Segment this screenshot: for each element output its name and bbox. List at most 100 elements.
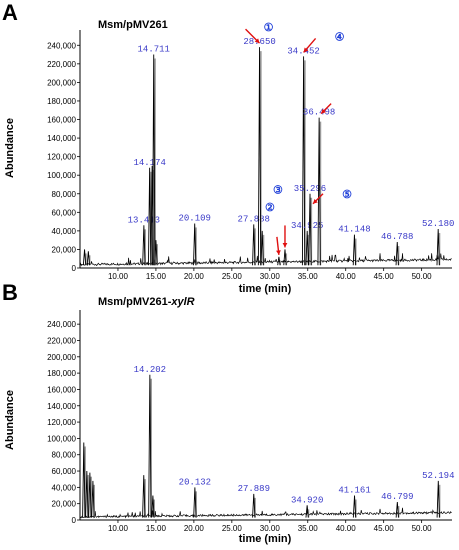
x-tick-label: 45.00 bbox=[374, 272, 395, 281]
x-tick-label: 15.00 bbox=[146, 272, 167, 281]
y-tick-label: 60,000 bbox=[52, 467, 77, 476]
x-tick-label: 25.00 bbox=[222, 524, 243, 533]
annotation-number: ④ bbox=[335, 31, 345, 43]
annotation-number: ② bbox=[265, 202, 275, 214]
y-tick-label: 140,000 bbox=[47, 402, 76, 411]
arrow-head bbox=[254, 38, 260, 44]
y-tick-label: 0 bbox=[72, 516, 77, 525]
y-tick-label: 120,000 bbox=[47, 153, 76, 162]
peak-label: 27.889 bbox=[238, 484, 270, 494]
x-tick-labels: 10.00 15.00 20.00 25.00 30.00 35.00 40.0… bbox=[108, 524, 432, 533]
x-tick-label: 15.00 bbox=[146, 524, 167, 533]
x-tick-label: 30.00 bbox=[260, 272, 281, 281]
peak-label: 14.711 bbox=[138, 45, 170, 55]
y-tick-label: 200,000 bbox=[47, 353, 76, 362]
peak-label: 34.920 bbox=[291, 495, 323, 505]
x-axis-label: time (min) bbox=[239, 533, 292, 545]
peak-mark bbox=[305, 505, 309, 518]
peak-label: 14.174 bbox=[133, 158, 165, 168]
x-tick-label: 20.00 bbox=[184, 272, 205, 281]
y-tick-labels: 0 20,000 40,000 60,000 80,000 100,000 12… bbox=[47, 320, 76, 525]
peak-mark bbox=[148, 374, 152, 518]
peak-label: 34.925 bbox=[291, 221, 323, 231]
peak-mark bbox=[82, 249, 87, 266]
peak-label: 41.161 bbox=[338, 486, 370, 496]
peak-label: 36.498 bbox=[303, 108, 335, 118]
y-tick-label: 100,000 bbox=[47, 434, 76, 443]
peak-mark bbox=[352, 495, 357, 518]
peak-mark bbox=[317, 117, 321, 266]
y-axis-label: Abundance bbox=[4, 390, 16, 450]
peak-label: 28.650 bbox=[243, 37, 275, 47]
baseline-trace bbox=[79, 253, 452, 267]
peak-mark bbox=[257, 47, 262, 266]
peak-label: 35.296 bbox=[294, 184, 326, 194]
panel-title: Msm/pMV261-xylR bbox=[98, 296, 195, 308]
y-tick-label: 80,000 bbox=[52, 451, 77, 460]
peak-label: 52.180 bbox=[422, 219, 454, 229]
y-tick-label: 40,000 bbox=[52, 483, 77, 492]
x-tick-label: 10.00 bbox=[108, 272, 129, 281]
y-tick-label: 40,000 bbox=[52, 227, 77, 236]
peak-mark bbox=[301, 56, 306, 266]
peak-mark bbox=[147, 167, 152, 266]
peak-mark bbox=[154, 240, 158, 266]
y-tick-label: 160,000 bbox=[47, 116, 76, 125]
peak-label: 46.799 bbox=[381, 492, 413, 502]
x-tick-label: 35.00 bbox=[298, 524, 319, 533]
y-tick-label: 60,000 bbox=[52, 208, 77, 217]
peak-label: 20.109 bbox=[179, 213, 211, 223]
x-tick-label: 40.00 bbox=[336, 272, 357, 281]
x-tick-label: 50.00 bbox=[412, 272, 433, 281]
y-tick-label: 20,000 bbox=[52, 245, 77, 254]
baseline-trace bbox=[79, 507, 452, 519]
peak-mark bbox=[436, 229, 440, 266]
peak-mark bbox=[395, 241, 399, 266]
peak-mark bbox=[252, 493, 256, 518]
peak-label: 14.202 bbox=[134, 365, 166, 375]
panel-a: A Msm/pMV261 Abundance time (min) 0 20,0… bbox=[2, 0, 454, 295]
y-axis-label: Abundance bbox=[4, 118, 16, 178]
peak-label: 46.788 bbox=[381, 232, 413, 242]
y-tick-label: 220,000 bbox=[47, 336, 76, 345]
peak-mark bbox=[305, 230, 309, 266]
annotation-number: ⑤ bbox=[342, 189, 352, 201]
y-tick-labels: 0 20,000 40,000 60,000 80,000 100,000 12… bbox=[47, 41, 76, 273]
x-tick-label: 25.00 bbox=[222, 272, 243, 281]
peak-mark bbox=[85, 471, 89, 518]
panel-b: B Msm/pMV261-xylR Abundance time (min) 0… bbox=[2, 280, 454, 545]
peak-mark bbox=[436, 480, 440, 518]
y-tick-label: 20,000 bbox=[52, 500, 77, 509]
peak-mark bbox=[352, 234, 357, 266]
x-tick-label: 30.00 bbox=[260, 524, 281, 533]
peak-mark bbox=[142, 225, 146, 266]
y-tick-label: 200,000 bbox=[47, 78, 76, 87]
peak-mark bbox=[252, 224, 256, 266]
peak-mark bbox=[86, 251, 90, 266]
peak-mark bbox=[260, 230, 264, 266]
panel-title: Msm/pMV261 bbox=[98, 19, 168, 31]
y-tick-label: 240,000 bbox=[47, 41, 76, 50]
peak-mark bbox=[308, 193, 312, 266]
annotation-number: ③ bbox=[273, 184, 283, 196]
arrow-head bbox=[282, 243, 288, 248]
peak-mark bbox=[152, 54, 156, 266]
peak-mark bbox=[193, 223, 197, 266]
x-tick-label: 10.00 bbox=[108, 524, 129, 533]
x-tick-label: 45.00 bbox=[374, 524, 395, 533]
y-tick-label: 160,000 bbox=[47, 385, 76, 394]
arrow-head bbox=[313, 198, 318, 204]
peak-mark bbox=[193, 487, 197, 518]
y-tick-label: 100,000 bbox=[47, 171, 76, 180]
y-tick-label: 140,000 bbox=[47, 134, 76, 143]
panel-letter: B bbox=[2, 280, 18, 305]
x-tick-label: 35.00 bbox=[298, 272, 319, 281]
y-tick-label: 120,000 bbox=[47, 418, 76, 427]
peak-mark bbox=[142, 475, 146, 518]
peak-mark bbox=[88, 472, 92, 518]
peak-label: 20.132 bbox=[179, 477, 211, 487]
panel-letter: A bbox=[2, 0, 18, 25]
